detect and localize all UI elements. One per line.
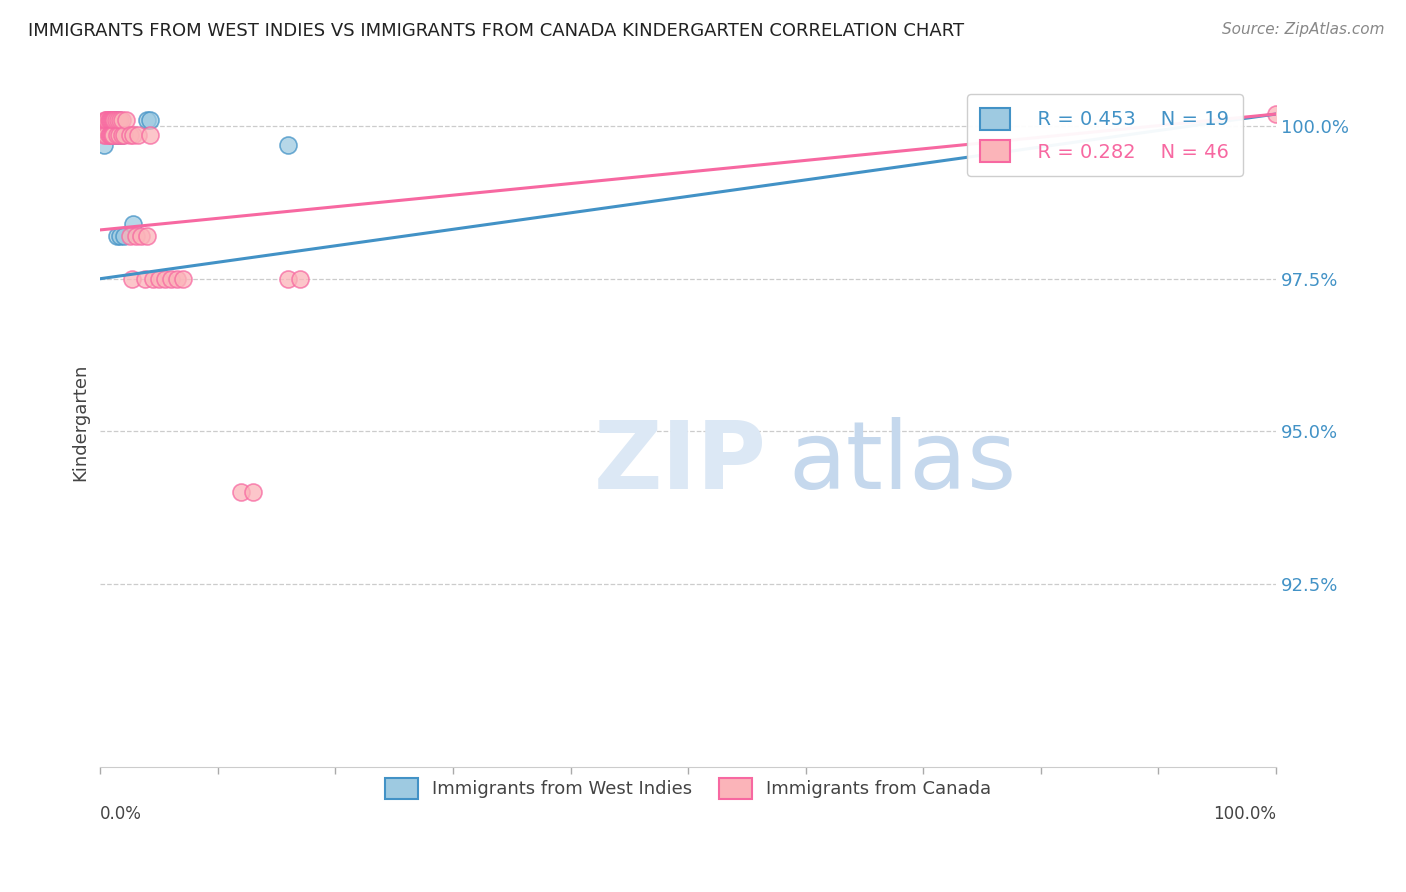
Point: [121, 271, 143, 285]
Point: [107, 113, 129, 128]
Point: [118, 128, 141, 143]
Point: [277, 137, 299, 152]
Point: [290, 271, 312, 285]
Point: [100, 113, 122, 128]
Y-axis label: Kindergarten: Kindergarten: [72, 363, 89, 481]
Point: [138, 113, 160, 128]
Point: [122, 128, 145, 143]
Point: [98, 128, 121, 143]
Point: [100, 128, 122, 143]
Point: [97, 113, 120, 128]
Point: [110, 113, 132, 128]
Point: [93, 128, 115, 143]
Legend: Immigrants from West Indies, Immigrants from Canada: Immigrants from West Indies, Immigrants …: [378, 771, 998, 805]
Point: [108, 113, 131, 128]
Point: [136, 229, 159, 244]
Point: [96, 113, 118, 128]
Point: [124, 229, 146, 244]
Text: IMMIGRANTS FROM WEST INDIES VS IMMIGRANTS FROM CANADA KINDERGARTEN CORRELATION C: IMMIGRANTS FROM WEST INDIES VS IMMIGRANT…: [28, 22, 965, 40]
Point: [127, 128, 149, 143]
Point: [142, 271, 165, 285]
Point: [112, 229, 135, 244]
Point: [231, 485, 253, 500]
Point: [172, 271, 194, 285]
Point: [166, 271, 188, 285]
Text: ZIP: ZIP: [595, 417, 768, 509]
Point: [98, 113, 121, 128]
Text: 0.0%: 0.0%: [100, 805, 142, 823]
Point: [115, 113, 138, 128]
Point: [110, 128, 132, 143]
Point: [96, 113, 118, 128]
Point: [97, 128, 120, 143]
Point: [96, 128, 118, 143]
Point: [105, 128, 128, 143]
Point: [160, 271, 183, 285]
Text: Source: ZipAtlas.com: Source: ZipAtlas.com: [1222, 22, 1385, 37]
Point: [103, 113, 125, 128]
Point: [104, 113, 127, 128]
Point: [101, 128, 124, 143]
Point: [110, 113, 132, 128]
Point: [134, 271, 156, 285]
Point: [112, 128, 135, 143]
Point: [148, 271, 170, 285]
Point: [138, 128, 160, 143]
Point: [101, 113, 124, 128]
Point: [110, 229, 132, 244]
Point: [101, 128, 124, 143]
Point: [104, 113, 127, 128]
Point: [110, 128, 132, 143]
Point: [118, 229, 141, 244]
Point: [136, 113, 159, 128]
Point: [1265, 107, 1288, 121]
Point: [108, 128, 131, 143]
Point: [131, 229, 153, 244]
Point: [242, 485, 264, 500]
Text: 100.0%: 100.0%: [1213, 805, 1277, 823]
Point: [94, 113, 117, 128]
Point: [103, 113, 125, 128]
Point: [122, 217, 145, 231]
Point: [100, 113, 122, 128]
Point: [103, 113, 125, 128]
Point: [153, 271, 176, 285]
Point: [103, 128, 125, 143]
Point: [103, 113, 125, 128]
Text: atlas: atlas: [789, 417, 1017, 509]
Point: [98, 113, 121, 128]
Point: [105, 229, 128, 244]
Point: [107, 128, 129, 143]
Point: [277, 271, 299, 285]
Point: [100, 113, 122, 128]
Point: [93, 137, 115, 152]
Point: [104, 128, 127, 143]
